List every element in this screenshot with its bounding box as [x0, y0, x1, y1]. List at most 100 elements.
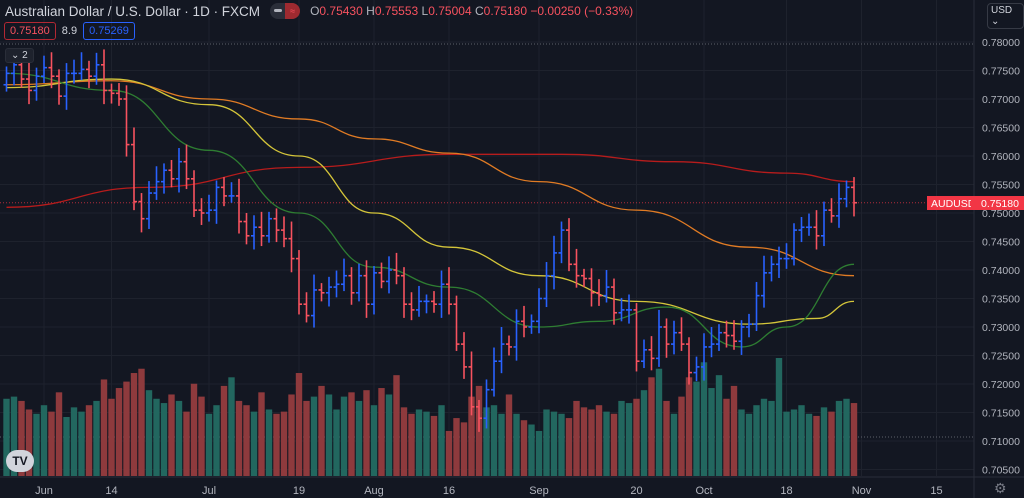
ohlc-bar	[701, 333, 707, 381]
buy-button[interactable]: 0.75269	[83, 22, 135, 40]
currency-button[interactable]: USD ⌄	[987, 3, 1024, 29]
symbol-tag	[927, 196, 971, 210]
volume-bar	[603, 411, 610, 476]
ohlc-bar	[731, 320, 737, 350]
ohlc-bar	[573, 248, 580, 288]
volume-bar	[618, 400, 625, 476]
low-value: 0.75004	[428, 4, 472, 18]
ohlc-bar	[791, 223, 797, 266]
volume-bar	[760, 398, 768, 476]
volume-bar	[198, 396, 205, 476]
minus-icon	[274, 9, 283, 12]
ohlc-bar	[521, 305, 527, 338]
volume-bar	[295, 373, 303, 476]
ohlc-bar	[296, 250, 302, 315]
ohlc-bar	[63, 63, 70, 110]
time-tick-label: 16	[443, 485, 455, 497]
volume-bar	[738, 409, 745, 476]
ohlc-bar	[461, 332, 467, 379]
ohlc-bar	[843, 180, 850, 208]
ohlc-bar	[56, 69, 62, 105]
last-price-label: AUDUSD 0.75180	[927, 196, 1024, 210]
ohlc-bar	[723, 320, 730, 348]
price-bars	[3, 49, 857, 432]
price-tick-label: 0.74000	[982, 265, 1020, 277]
ohlc-bar	[333, 270, 340, 298]
volume-bar	[798, 405, 805, 476]
ohlc-bar	[566, 218, 572, 272]
price-tick-label: 0.72000	[982, 379, 1020, 391]
volume-bar	[610, 413, 618, 476]
ohlc-bar	[851, 177, 857, 217]
volume-bar	[205, 413, 213, 476]
ohlc-bar	[86, 60, 92, 89]
settings-gear-icon[interactable]: ⚙	[994, 480, 1007, 496]
market-status-icon: ≈	[285, 3, 301, 19]
ohlc-bar	[371, 266, 377, 315]
ohlc-bar	[543, 262, 550, 308]
volume-bar	[565, 418, 573, 476]
volume-bar	[700, 362, 708, 476]
volume-bar	[325, 394, 333, 476]
ohlc-bar	[378, 262, 385, 289]
time-tick-label: 19	[293, 485, 305, 497]
moving-average-line	[6, 153, 855, 208]
volume-bar	[670, 413, 678, 476]
ohlc-bar	[423, 294, 430, 314]
volume-bar	[228, 377, 235, 476]
high-label: H	[366, 4, 375, 18]
ohlc-bar	[206, 194, 212, 222]
ohlc-bar	[236, 178, 242, 234]
volume-bar	[648, 377, 655, 476]
ohlc-bar	[326, 276, 332, 307]
volume-bar	[183, 411, 190, 476]
time-axis[interactable]: Jun 14 Jul 19 Aug 16 Sep 20 Oct 18 Nov 15	[35, 485, 943, 497]
volume-bar	[370, 405, 378, 476]
ohlc-bar	[626, 294, 632, 324]
volume-bar	[145, 390, 153, 476]
volume-bar	[588, 409, 595, 476]
volume-bar	[513, 413, 520, 476]
volume-bar	[580, 407, 588, 476]
ohlc-bar	[288, 221, 295, 273]
sell-button[interactable]: 0.75180	[4, 22, 56, 40]
volume-bar	[100, 379, 108, 476]
ohlc-bar	[93, 52, 100, 85]
volume-bar	[715, 375, 723, 476]
ohlc-bar	[813, 210, 820, 250]
price-tick-label: 0.71500	[982, 408, 1020, 420]
ohlc-bar	[228, 182, 235, 203]
volume-bar	[453, 418, 460, 476]
visibility-toggle[interactable]: ≈	[270, 3, 301, 19]
time-tick-label: Jul	[202, 485, 216, 497]
price-tick-label: 0.75500	[982, 180, 1020, 192]
ohlc-bar	[648, 336, 655, 371]
volume-bar	[430, 415, 438, 476]
ohlc-bar	[273, 208, 280, 243]
ohlc-readout: O0.75430 H0.75553 L0.75004 C0.75180 −0.0…	[310, 4, 633, 18]
ohlc-bar	[131, 127, 137, 211]
volume-bar	[490, 405, 498, 476]
volume-bar	[243, 405, 250, 476]
ohlc-bar	[386, 256, 392, 294]
ohlc-bar	[356, 263, 362, 302]
time-tick-label: Oct	[695, 485, 712, 497]
symbol-title[interactable]: Australian Dollar / U.S. Dollar · 1D · F…	[5, 3, 261, 19]
price-tick-label: 0.76000	[982, 151, 1020, 163]
price-axis[interactable]: 0.78000 0.77500 0.77000 0.76500 0.76000 0.755…	[982, 37, 1020, 477]
close-value: 0.75180	[483, 4, 528, 18]
ohlc-bar	[3, 66, 10, 92]
ohlc-bar	[146, 181, 152, 229]
volume-bar	[835, 400, 843, 476]
ohlc-bar	[33, 67, 40, 101]
ohlc-bar	[828, 198, 835, 223]
ohlc-bar	[101, 49, 107, 105]
ohlc-bar	[123, 85, 130, 157]
price-tick-label: 0.77000	[982, 94, 1020, 106]
tradingview-logo[interactable]: TV	[6, 450, 34, 472]
volume-bar	[138, 368, 145, 476]
volume-bar	[595, 405, 603, 476]
ohlc-bar	[491, 347, 497, 397]
collapse-indicators-button[interactable]: ⌄ 2	[5, 48, 34, 63]
